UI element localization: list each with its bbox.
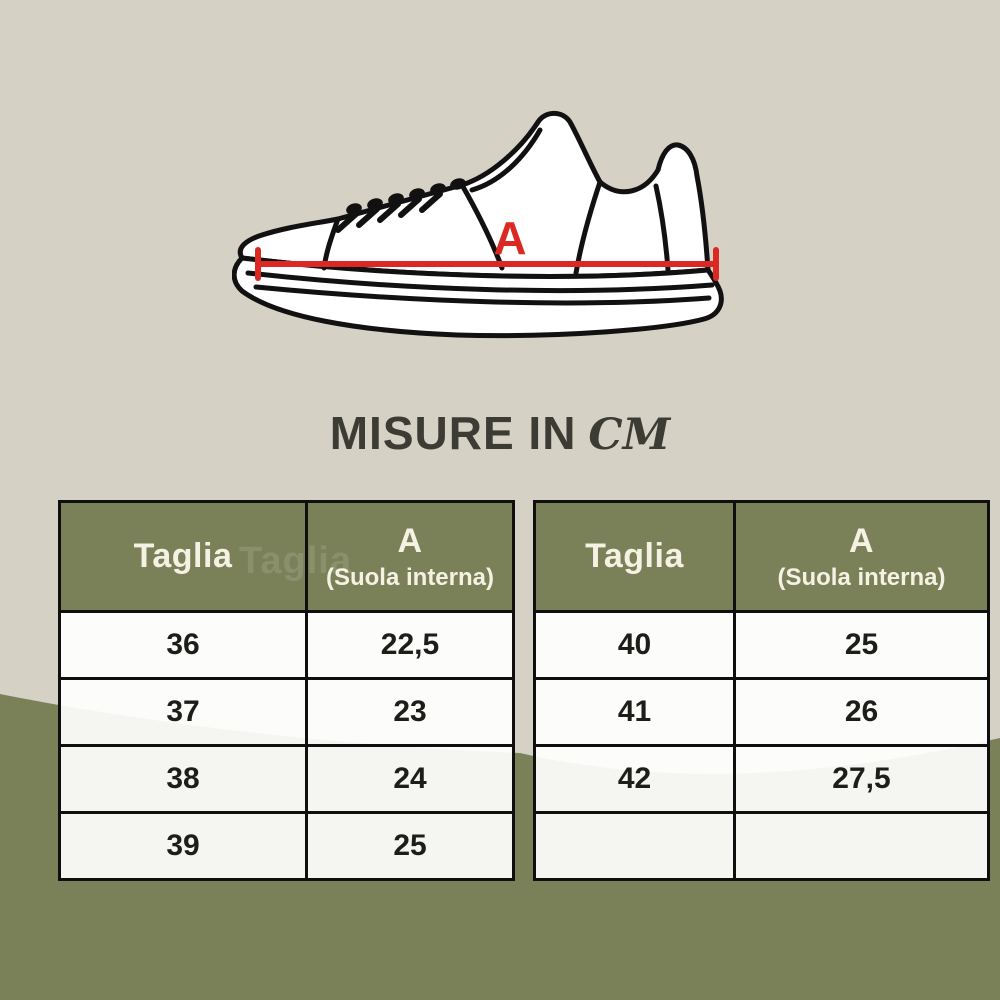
table-row <box>533 811 990 881</box>
table-row: 38 24 <box>58 744 515 814</box>
length-cell: 23 <box>305 677 515 747</box>
size-cell: 38 <box>58 744 308 814</box>
header-taglia: Taglia <box>533 500 736 613</box>
length-cell: 22,5 <box>305 610 515 680</box>
title-unit: CM <box>588 410 671 460</box>
size-cell: 42 <box>533 744 736 814</box>
header-measure: A (Suola interna) <box>733 500 990 613</box>
header-measure-letter: A <box>397 521 423 560</box>
header-measure-sub: (Suola interna) <box>325 563 494 591</box>
title-main: MISURE IN <box>329 407 577 459</box>
table-row: 37 23 <box>58 677 515 747</box>
shoe-sole-outline <box>232 255 724 339</box>
size-cell <box>533 811 736 881</box>
size-cell: 37 <box>58 677 308 747</box>
page-title: MISURE IN CM <box>0 406 1000 460</box>
eyestay-seam <box>459 182 505 271</box>
header-measure: A (Suola interna) <box>305 500 515 613</box>
length-cell <box>733 811 990 881</box>
length-cell: 26 <box>733 677 990 747</box>
shoe-diagram: A <box>232 98 732 348</box>
measurement-line <box>255 247 719 281</box>
header-measure-letter: A <box>848 521 875 560</box>
sneaker-illustration-icon: A <box>232 110 724 339</box>
size-cell: 40 <box>533 610 736 680</box>
table-row: 41 26 <box>533 677 990 747</box>
header-taglia: Taglia <box>58 500 308 613</box>
table-row: 40 25 <box>533 610 990 680</box>
measurement-label-a: A <box>493 212 526 264</box>
length-cell: 27,5 <box>733 744 990 814</box>
length-cell: 25 <box>733 610 990 680</box>
midsole-line <box>245 270 715 294</box>
table-header-row: Taglia A (Suola interna) <box>533 500 990 613</box>
table-row: 36 22,5 <box>58 610 515 680</box>
size-cell: 41 <box>533 677 736 747</box>
tongue-seam <box>469 127 543 193</box>
shoe-upper-outline <box>237 110 711 279</box>
size-cell: 36 <box>58 610 308 680</box>
size-cell: 39 <box>58 811 308 881</box>
size-table-right: Taglia A (Suola interna) 40 25 41 26 42 … <box>533 500 990 881</box>
table-header-row: Taglia A (Suola interna) <box>58 500 515 613</box>
laces <box>335 191 443 233</box>
table-row: 42 27,5 <box>533 744 990 814</box>
midsole-line <box>253 284 712 306</box>
table-row: 39 25 <box>58 811 515 881</box>
length-cell: 24 <box>305 744 515 814</box>
length-cell: 25 <box>305 811 515 881</box>
header-measure-sub: (Suola interna) <box>777 563 946 591</box>
size-table-left: Taglia A (Suola interna) 36 22,5 37 23 3… <box>58 500 515 881</box>
